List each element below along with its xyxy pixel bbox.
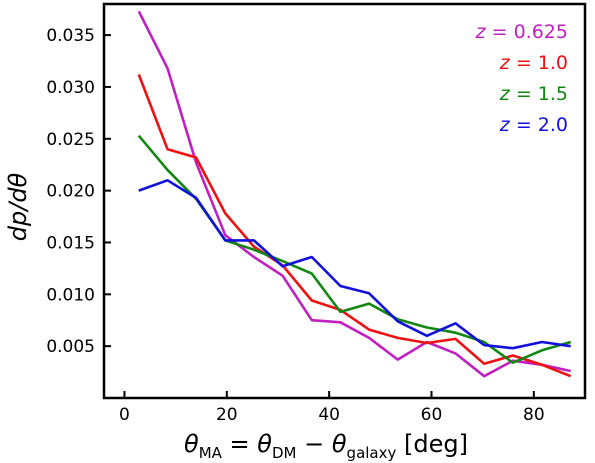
series-line-4 [138,179,571,350]
series-lines [137,10,572,378]
x-tick-label: 40 [318,405,340,425]
x-axis-label: θMA = θDM − θgalaxy [deg] [184,430,468,462]
x-label-eq: = [222,430,257,458]
y-tick-label: 0.025 [46,130,95,150]
y-tick-label: 0.020 [46,182,95,202]
series-line-2 [137,74,572,378]
x-tick-label: 80 [523,405,545,425]
legend-entry-2: z = 1.0 [499,52,568,74]
legend-eq: = [510,83,538,105]
legend-eq: = [510,114,538,136]
x-label-sub-galaxy: galaxy [347,444,397,462]
axis-ticks: 0 20 40 60 80 0.005 0.010 0.015 0.020 0.025 0.030 0… [46,26,544,425]
legend-value: 1.0 [538,52,568,74]
y-tick-label: 0.005 [46,337,95,357]
legend-var: z [499,114,511,136]
legend-entry-4: z = 2.0 [499,114,568,136]
legend-var: z [499,52,511,74]
series-line-1 [137,10,571,378]
x-label-sub-ma: MA [199,444,223,462]
x-label-minus: − [296,430,331,458]
x-label-theta-3: θ [332,430,347,458]
x-tick-label: 0 [119,405,130,425]
x-tick-label: 60 [421,405,443,425]
legend-entry-1: z = 0.625 [475,21,568,43]
x-tick-label: 20 [216,405,238,425]
y-tick-label: 0.030 [46,78,95,98]
legend-eq: = [510,52,538,74]
legend-var: z [475,21,487,43]
legend-value: 0.625 [514,21,568,43]
plot-frame [102,2,587,400]
x-label-sub-dm: DM [272,444,297,462]
legend-entry-3: z = 1.5 [499,83,568,105]
y-tick-label: 0.010 [46,285,95,305]
x-label-theta-1: θ [184,430,199,458]
legend-var: z [499,83,511,105]
legend-value: 1.5 [538,83,568,105]
legend-eq: = [486,21,514,43]
y-tick-label: 0.015 [46,233,95,253]
x-label-theta-2: θ [257,430,272,458]
x-label-unit: [deg] [396,430,468,458]
y-axis-label: dp/dθ [4,172,32,241]
y-tick-label: 0.035 [46,26,95,46]
legend-value: 2.0 [538,114,568,136]
